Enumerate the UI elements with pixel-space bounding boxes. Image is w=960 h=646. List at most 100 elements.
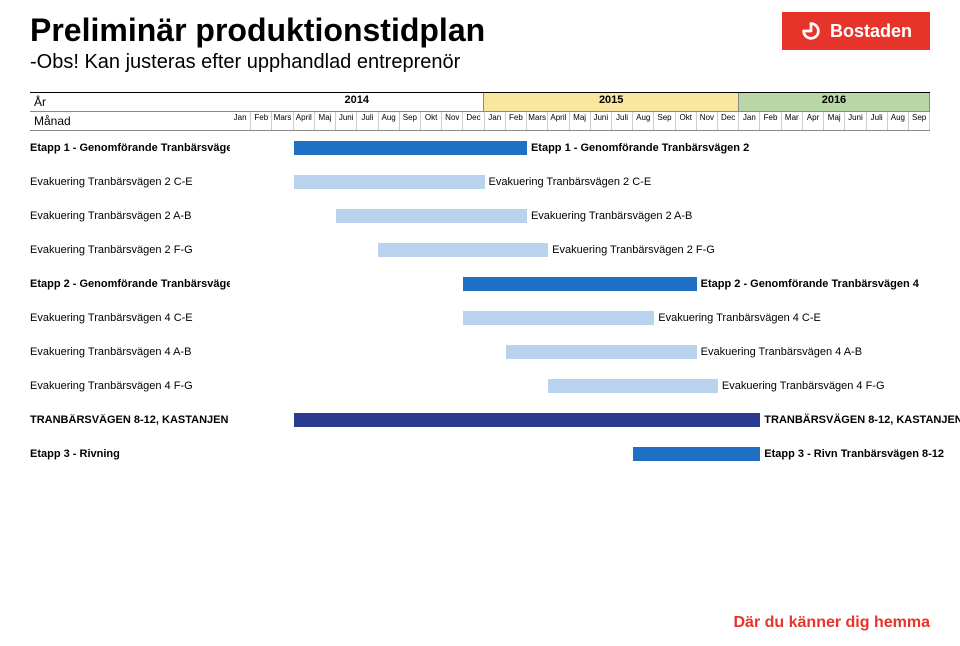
month-cell: Juli — [612, 112, 633, 130]
task-label: Etapp 2 - Genomförande Tranbärsvägen 2 — [30, 278, 230, 290]
task-label: Etapp 3 - Rivning — [30, 448, 230, 460]
task-bar-track: Evakuering Tranbärsvägen 4 F-G — [230, 369, 930, 403]
gantt-bar — [463, 277, 696, 291]
task-bar-track: TRANBÄRSVÄGEN 8-12, KASTANJEN — [230, 403, 930, 437]
month-cell: Okt — [421, 112, 442, 130]
year-header-row: År 201420152016 — [30, 93, 930, 112]
month-cell: Mar — [782, 112, 803, 130]
year-columns: 201420152016 — [230, 93, 930, 112]
task-bar-track: Etapp 3 - Rivn Tranbärsvägen 8-12 — [230, 437, 930, 471]
gantt-bar — [463, 311, 654, 325]
bar-right-text: Evakuering Tranbärsvägen 4 C-E — [658, 312, 821, 324]
task-label: Evakuering Tranbärsvägen 2 C-E — [30, 176, 230, 188]
month-cell: Juni — [845, 112, 866, 130]
header: Preliminär produktionstidplan -Obs! Kan … — [0, 0, 960, 82]
gantt-bar — [294, 141, 527, 155]
gantt-bar — [548, 379, 718, 393]
task-bar-track: Evakuering Tranbärsvägen 2 C-E — [230, 165, 930, 199]
month-cell: Aug — [888, 112, 909, 130]
task-label: Evakuering Tranbärsvägen 2 F-G — [30, 244, 230, 256]
task-row: Evakuering Tranbärsvägen 4 A-B Evakuering… — [30, 335, 930, 369]
month-cell: Nov — [442, 112, 463, 130]
task-row: Evakuering Tranbärsvägen 4 F-G Evakuering… — [30, 369, 930, 403]
gantt-bar — [506, 345, 697, 359]
task-label: Etapp 1 - Genomförande Tranbärsvägen 2 — [30, 142, 230, 154]
month-cell: Okt — [676, 112, 697, 130]
month-cell: April — [294, 112, 315, 130]
gantt-bar — [378, 243, 548, 257]
task-row: Etapp 2 - Genomförande Tranbärsvägen 2 Et… — [30, 267, 930, 301]
title-block: Preliminär produktionstidplan -Obs! Kan … — [30, 12, 485, 74]
gantt-bar — [336, 209, 527, 223]
task-bar-track: Etapp 1 - Genomförande Tranbärsvägen 2 — [230, 131, 930, 165]
month-cell: Juli — [867, 112, 888, 130]
month-cell: Sep — [909, 112, 930, 130]
task-row: Etapp 1 - Genomförande Tranbärsvägen 2 Et… — [30, 131, 930, 165]
month-cell: Feb — [251, 112, 272, 130]
month-cell: Dec — [718, 112, 739, 130]
month-cell: Feb — [760, 112, 781, 130]
task-row: TRANBÄRSVÄGEN 8-12, KASTANJENTRANBÄRSVÄG… — [30, 403, 930, 437]
month-cell: Jan — [230, 112, 251, 130]
bar-right-text: Evakuering Tranbärsvägen 4 F-G — [722, 380, 885, 392]
task-row: Evakuering Tranbärsvägen 2 C-E Evakuering… — [30, 165, 930, 199]
month-cell: Juli — [357, 112, 378, 130]
month-header-row: Månad JanFebMarsAprilMajJuniJuliAugSepOk… — [30, 112, 930, 131]
year-cell: 2014 — [230, 93, 484, 111]
bar-right-text: Etapp 1 - Genomförande Tranbärsvägen 2 — [531, 142, 749, 154]
month-cell: Mars — [272, 112, 293, 130]
month-cell: Juni — [591, 112, 612, 130]
task-row: Evakuering Tranbärsvägen 4 C-E Evakuering… — [30, 301, 930, 335]
bar-right-text: Evakuering Tranbärsvägen 2 C-E — [489, 176, 652, 188]
gantt-bar — [633, 447, 760, 461]
bar-right-text: Evakuering Tranbärsvägen 4 A-B — [701, 346, 862, 358]
bar-right-text: Evakuering Tranbärsvägen 2 A-B — [531, 210, 692, 222]
month-cell: Dec — [463, 112, 484, 130]
task-label: Evakuering Tranbärsvägen 4 F-G — [30, 380, 230, 392]
gantt-bar — [294, 175, 485, 189]
bar-right-text: Etapp 2 - Genomförande Tranbärsvägen 4 — [701, 278, 919, 290]
task-bar-track: Evakuering Tranbärsvägen 2 A-B — [230, 199, 930, 233]
task-row: Evakuering Tranbärsvägen 2 A-B Evakuering… — [30, 199, 930, 233]
task-label: TRANBÄRSVÄGEN 8-12, KASTANJEN — [30, 414, 230, 426]
month-cell: Nov — [697, 112, 718, 130]
task-bar-track: Evakuering Tranbärsvägen 4 A-B — [230, 335, 930, 369]
month-cell: Aug — [379, 112, 400, 130]
month-cell: April — [548, 112, 569, 130]
month-columns: JanFebMarsAprilMajJuniJuliAugSepOktNovDe… — [230, 112, 930, 131]
task-label: Evakuering Tranbärsvägen 2 A-B — [30, 210, 230, 222]
logo-text: Bostaden — [830, 21, 912, 42]
month-cell: Sep — [654, 112, 675, 130]
month-cell: Feb — [506, 112, 527, 130]
bar-right-text: Etapp 3 - Rivn Tranbärsvägen 8-12 — [764, 448, 944, 460]
task-row: Evakuering Tranbärsvägen 2 F-G Evakuering… — [30, 233, 930, 267]
gantt-chart: År 201420152016 Månad JanFebMarsAprilMaj… — [30, 92, 930, 471]
task-bar-track: Evakuering Tranbärsvägen 4 C-E — [230, 301, 930, 335]
month-cell: Aug — [633, 112, 654, 130]
month-cell: Jan — [485, 112, 506, 130]
logo-icon — [800, 20, 822, 42]
page-title: Preliminär produktionstidplan — [30, 12, 485, 49]
task-label: Evakuering Tranbärsvägen 4 C-E — [30, 312, 230, 324]
year-cell: 2016 — [739, 93, 930, 111]
month-cell: Jan — [739, 112, 760, 130]
month-cell: Sep — [400, 112, 421, 130]
year-row-label: År — [30, 93, 230, 112]
month-cell: Maj — [824, 112, 845, 130]
footer-tagline: Där du känner dig hemma — [734, 614, 931, 632]
page-subtitle: -Obs! Kan justeras efter upphandlad entr… — [30, 51, 485, 74]
year-cell: 2015 — [484, 93, 738, 111]
gantt-bar — [294, 413, 761, 427]
brand-logo: Bostaden — [782, 12, 930, 50]
task-label: Evakuering Tranbärsvägen 4 A-B — [30, 346, 230, 358]
task-rows: Etapp 1 - Genomförande Tranbärsvägen 2 Et… — [30, 131, 930, 471]
month-cell: Juni — [336, 112, 357, 130]
task-bar-track: Evakuering Tranbärsvägen 2 F-G — [230, 233, 930, 267]
month-cell: Mars — [527, 112, 548, 130]
month-cell: Maj — [570, 112, 591, 130]
bar-right-text: TRANBÄRSVÄGEN 8-12, KASTANJEN — [764, 414, 960, 426]
task-row: Etapp 3 - RivningEtapp 3 - Rivn Tranbärs… — [30, 437, 930, 471]
task-bar-track: Etapp 2 - Genomförande Tranbärsvägen 4 — [230, 267, 930, 301]
month-row-label: Månad — [30, 112, 230, 131]
bar-right-text: Evakuering Tranbärsvägen 2 F-G — [552, 244, 715, 256]
